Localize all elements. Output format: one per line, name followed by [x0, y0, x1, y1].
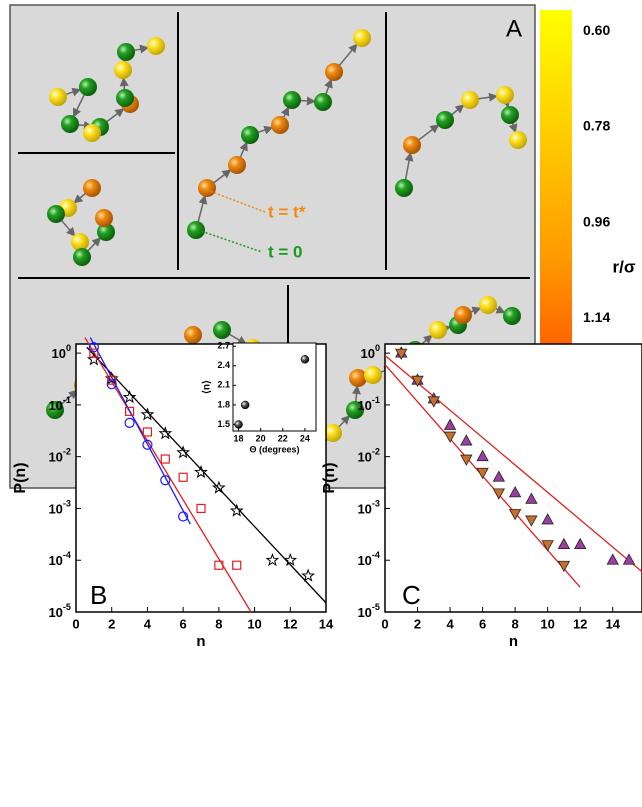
- y-axis-label: P(n): [321, 462, 338, 493]
- particle: [73, 248, 91, 266]
- x-axis-label: n: [196, 633, 205, 650]
- particle: [283, 91, 301, 109]
- x-tick-label: 2: [108, 616, 115, 631]
- x-tick-label: 24: [300, 433, 310, 443]
- panel-label: A: [506, 15, 522, 42]
- x-tick-label: 8: [215, 616, 222, 631]
- particle: [47, 205, 65, 223]
- y-tick-label: 2.4: [217, 360, 230, 370]
- particle: [501, 106, 519, 124]
- particle: [503, 307, 521, 325]
- bond-arrow: [124, 78, 125, 90]
- x-tick-label: 14: [319, 616, 334, 631]
- annotation: t = 0: [268, 242, 303, 261]
- particle: [61, 115, 79, 133]
- y-tick-label: 1.5: [217, 419, 230, 429]
- x-tick-label: 12: [283, 616, 297, 631]
- particle: [147, 37, 165, 55]
- particle: [509, 131, 527, 149]
- panel-label: B: [90, 580, 107, 610]
- x-tick-label: 8: [512, 616, 519, 631]
- particle: [114, 61, 132, 79]
- particle: [184, 326, 202, 344]
- x-tick-label: 6: [180, 616, 187, 631]
- x-tick-label: 0: [381, 616, 388, 631]
- y-axis-label: ⟨n⟩: [202, 380, 213, 394]
- sphere-point: [301, 355, 309, 363]
- particle: [479, 296, 497, 314]
- y-tick-label: 10-5: [48, 602, 71, 620]
- annotation: t = t*: [268, 202, 306, 221]
- particle: [95, 209, 113, 227]
- colorbar-tick-label: 0.78: [583, 118, 610, 134]
- y-tick-label: 10-3: [357, 499, 380, 517]
- x-axis-label: n: [509, 633, 518, 650]
- particle: [349, 369, 367, 387]
- particle: [403, 136, 421, 154]
- particle: [364, 366, 382, 384]
- colorbar-tick-label: 0.60: [583, 22, 610, 38]
- particle: [49, 88, 67, 106]
- y-tick-label: 10-3: [48, 499, 71, 517]
- y-tick-label: 10-5: [357, 602, 380, 620]
- particle: [461, 91, 479, 109]
- colorbar-tick-label: 1.14: [583, 309, 610, 325]
- x-tick-label: 10: [540, 616, 554, 631]
- particle: [117, 43, 135, 61]
- x-tick-label: 4: [144, 616, 152, 631]
- particle: [271, 116, 289, 134]
- y-tick-label: 10-4: [48, 551, 71, 569]
- y-tick-label: 2.1: [217, 380, 230, 390]
- sphere-point: [241, 401, 249, 409]
- particle: [187, 221, 205, 239]
- x-tick-label: 6: [479, 616, 486, 631]
- particle: [79, 78, 97, 96]
- colorbar-tick-label: 0.96: [583, 213, 610, 229]
- particle: [436, 111, 454, 129]
- x-tick-label: 12: [573, 616, 587, 631]
- particle: [353, 29, 371, 47]
- plot-frame: [385, 344, 642, 612]
- y-tick-label: 1.8: [217, 399, 230, 409]
- x-tick-label: 0: [72, 616, 79, 631]
- x-tick-label: 14: [605, 616, 620, 631]
- y-tick-label: 2.7: [217, 341, 230, 351]
- colorbar-label: r/σ: [613, 257, 636, 276]
- particle: [454, 306, 472, 324]
- particle: [429, 321, 447, 339]
- x-tick-label: 2: [414, 616, 421, 631]
- particle: [241, 126, 259, 144]
- particle: [395, 179, 413, 197]
- bond-arrow: [300, 101, 315, 102]
- x-tick-label: 22: [278, 433, 288, 443]
- x-tick-label: 4: [446, 616, 454, 631]
- particle: [83, 179, 101, 197]
- x-tick-label: 10: [247, 616, 261, 631]
- particle: [213, 321, 231, 339]
- particle: [314, 93, 332, 111]
- sphere-point: [235, 420, 243, 428]
- particle: [228, 156, 246, 174]
- y-tick-label: 10-4: [357, 551, 380, 569]
- particle: [116, 89, 134, 107]
- panel-label: C: [402, 580, 421, 610]
- x-tick-label: 18: [234, 433, 244, 443]
- particle: [325, 63, 343, 81]
- particle: [496, 86, 514, 104]
- particle: [198, 179, 216, 197]
- x-axis-label: Θ (degrees): [249, 444, 299, 454]
- y-axis-label: P(n): [12, 462, 29, 493]
- x-tick-label: 20: [256, 433, 266, 443]
- particle: [83, 124, 101, 142]
